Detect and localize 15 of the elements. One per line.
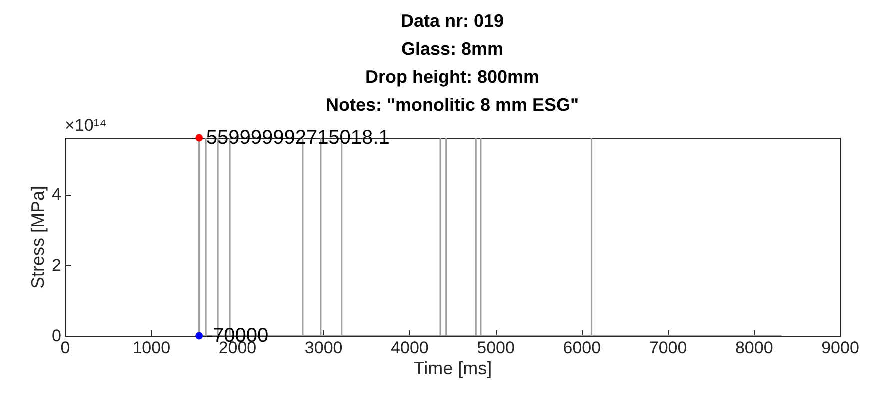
y-axis-title: Stress [MPa] (28, 186, 48, 290)
x-tick-label: 7000 (649, 338, 688, 358)
x-tick-label: 5000 (477, 338, 515, 358)
chart-title: Data nr: 019 Glass: 8mm Drop height: 800mm Notes: "monolitic 8 mm ESG" (326, 11, 580, 115)
text: ×10¹⁴ (65, 116, 107, 135)
y-tick-label: 4 (52, 185, 62, 204)
x-tick-label: 8000 (735, 338, 774, 358)
x-tick-label: 6000 (563, 338, 602, 358)
y-tick-label: 0 (52, 326, 62, 346)
x-axis-title: Time [ms] (414, 358, 492, 378)
x-tick-label: 9000 (822, 338, 860, 358)
x-tick-label: 4000 (391, 338, 429, 358)
y-tick-label: 2 (52, 256, 62, 275)
x-tick-label: 1000 (132, 338, 171, 358)
x-tick-label: 3000 (304, 338, 343, 358)
